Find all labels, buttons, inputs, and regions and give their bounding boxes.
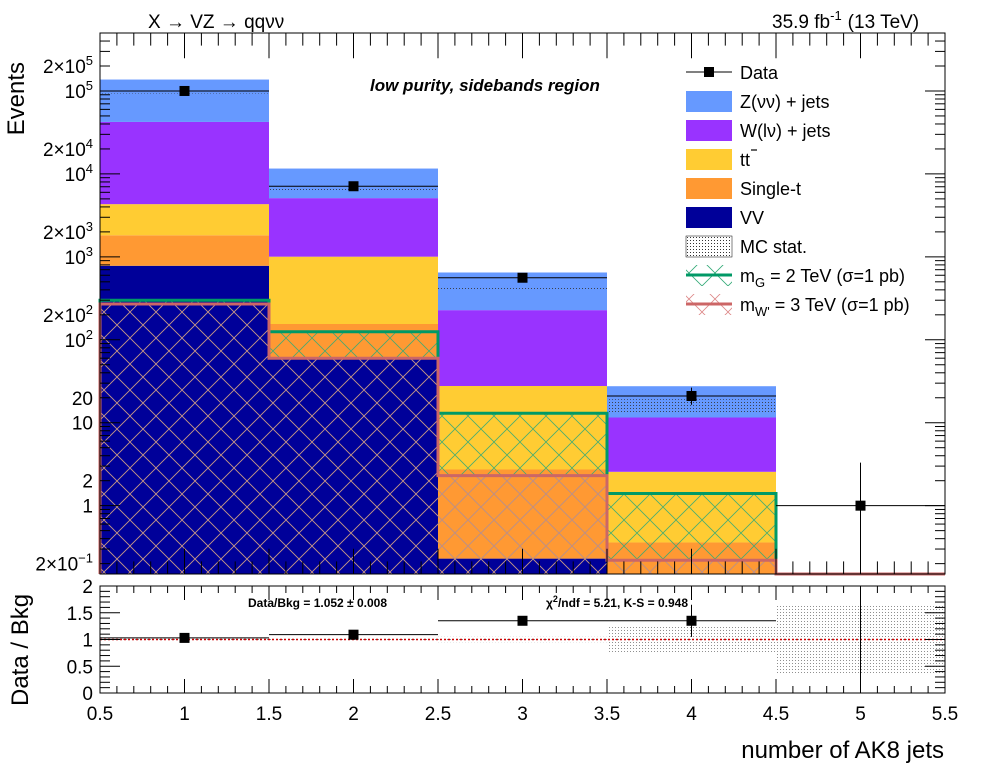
lumi-label: 35.9 fb-1 (13 TeV) [772,8,919,33]
data-points [100,85,945,564]
ratio-tick-label: 1.5 [67,604,93,625]
signal-2-hatch-bin-2 [269,358,438,574]
legend-label: Z(νν) + jets [740,92,830,112]
y-tick-label: 105 [65,78,93,103]
ratio-y-label: Data / Bkg [7,594,34,706]
legend: Data Z(νν) + jets W(lν) + jets tt Single-t VV… [685,63,910,319]
ratio-tick-label: 1 [82,631,93,652]
bar-tt-bin-2 [269,256,438,325]
bar-singlet-bin-1 [100,235,269,266]
main-y-ticks: 2×1051052×1041042×1031032×1021022010212×… [35,32,945,576]
ratio-chi2: χ2/ndf = 5.21, K-S = 0.948 [546,594,688,610]
data-point-5 [855,500,866,511]
y-tick-label: 2×104 [43,136,93,161]
ratio-point-4 [686,615,697,626]
y-tick-label: 10 [72,414,93,435]
legend-swatch [686,120,732,141]
signal-histograms [98,298,945,576]
ratio-points [100,586,861,693]
y-tick-label: 2×105 [43,53,93,78]
y-tick-label: 1 [82,497,93,518]
y-tick-label: 2×102 [43,302,93,327]
legend-label: MC stat. [740,237,807,257]
bar-wljets-bin-2 [269,198,438,257]
main-y-label: Events [3,62,30,135]
x-axis-label: number of AK8 jets [741,737,944,764]
ratio-summary: Data/Bkg = 1.052 ± 0.008 [248,596,387,610]
x-tick-label: 3 [517,704,528,725]
x-tick-label: 0.5 [87,704,113,725]
y-tick-label: 2×103 [43,219,93,244]
mc-stat-bin-3 [438,286,607,290]
y-tick-label: 2 [82,472,93,493]
data-point-4 [686,391,697,402]
data-point-2 [348,181,359,192]
x-tick-label: 3.5 [594,704,620,725]
mc-stat-bin-4 [607,399,776,414]
bar-wljets-bin-3 [438,310,607,386]
ratio-stat-band [100,604,945,675]
legend-label: VV [740,208,764,228]
bar-wljets-bin-1 [100,121,269,205]
region-label: low purity, sidebands region [370,76,600,95]
y-tick-label: 103 [65,244,93,269]
data-point-1 [179,85,190,96]
x-tick-label: 2 [348,704,359,725]
legend-label: W(lν) + jets [740,121,831,141]
legend-data-marker [704,67,714,77]
legend-swatch [686,178,732,199]
legend-label: tt [740,150,750,170]
legend-label: mW' = 3 TeV (σ=1 pb) [740,295,910,319]
legend-swatch [686,207,732,228]
x-tick-label: 5.5 [932,704,958,725]
x-ticks: 0.5 1 1.5 2 2.5 3 3.5 4 4.5 5 5.5 [87,33,958,725]
legend-swatch [686,149,732,170]
ratio-point-3 [517,615,528,626]
ratio-tick-label: 2 [82,577,93,598]
bar-zjets-bin-1 [100,79,269,122]
legend-label: Data [740,63,779,83]
legend-stat-swatch [685,235,733,258]
ratio-tick-label: 0 [82,684,93,705]
x-tick-label: 1.5 [256,704,282,725]
data-point-3 [517,272,528,283]
y-tick-label: 2×10−1 [35,551,93,576]
x-tick-label: 5 [855,704,866,725]
x-tick-label: 4.5 [763,704,789,725]
legend-label: Single-t [740,179,801,199]
legend-swatch [686,91,732,112]
x-tick-label: 4 [686,704,697,725]
ratio-y-ticks: 0 0.5 1 1.5 2 [67,577,945,705]
bar-tt-bin-1 [100,204,269,236]
y-tick-label: 102 [65,327,93,352]
ratio-band-bin-3 [438,636,607,643]
y-tick-label: 20 [72,389,93,410]
ratio-point-1 [179,632,190,643]
x-tick-label: 2.5 [425,704,451,725]
x-tick-label: 1 [179,704,190,725]
ratio-point-2 [348,629,359,640]
ratio-tick-label: 0.5 [67,657,93,678]
signal-2-hatch-bin-1 [100,304,269,574]
bar-wljets-bin-4 [607,417,776,472]
y-tick-label: 104 [65,161,93,186]
legend-label: mG = 2 TeV (σ=1 pb) [740,266,905,290]
process-label: X → VZ → qqνν [148,12,284,33]
